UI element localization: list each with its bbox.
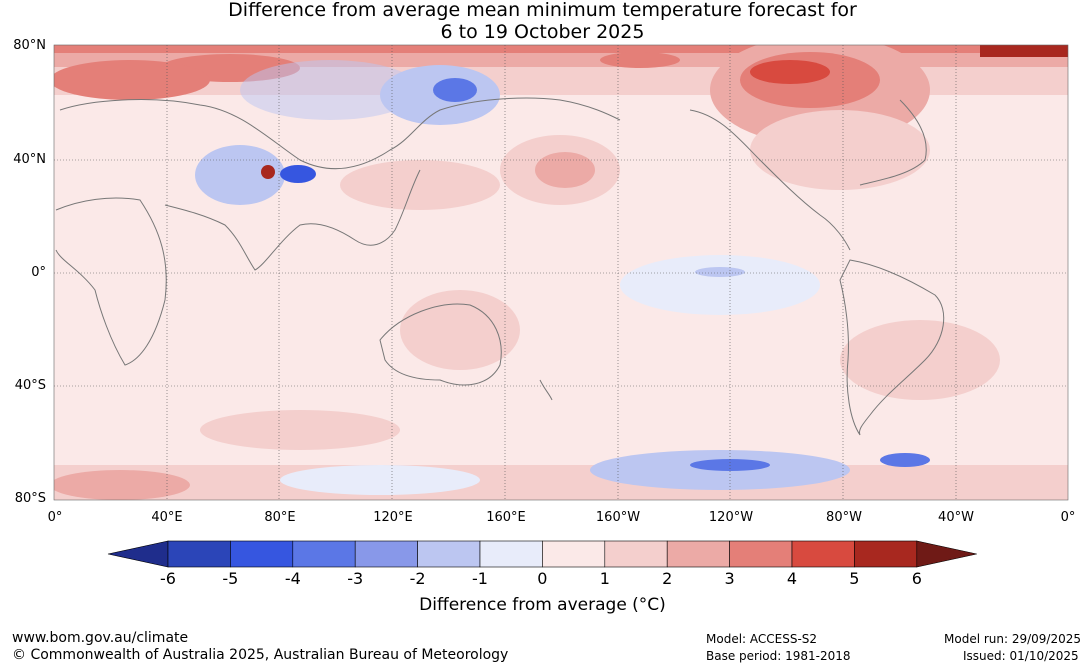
lon-label-120e: 120°E (373, 510, 413, 525)
colorbar-tick-label: -5 (222, 569, 239, 588)
colorbar-tick-label: -6 (160, 569, 176, 588)
footer-url[interactable]: www.bom.gov.au/climate (12, 630, 189, 646)
map-frame (53, 44, 1069, 501)
colorbar-tick-label: -4 (284, 569, 301, 588)
colorbar-tick-label: -1 (472, 569, 488, 588)
footer-base-period: Base period: 1981-2018 (706, 649, 851, 663)
lat-label-equator: 0° (31, 265, 46, 280)
footer-copyright: © Commonwealth of Australia 2025, Austra… (12, 647, 509, 663)
lat-label-80s: 80°S (14, 491, 46, 506)
lon-label-160w: 160°W (595, 510, 641, 525)
colorbar-tick-label: 2 (662, 569, 673, 588)
colorbar (107, 540, 977, 568)
lat-label-40s: 40°S (14, 378, 46, 393)
colorbar-bin (354, 540, 418, 568)
colorbar-bin (292, 540, 356, 568)
colorbar-tick-label: 1 (599, 569, 610, 588)
colorbar-bin (666, 540, 730, 568)
lat-label-40n: 40°N (13, 152, 46, 167)
colorbar-bin (791, 540, 855, 568)
colorbar-bin (479, 540, 543, 568)
colorbar-bin (230, 540, 294, 568)
map-title-line-2: 6 to 19 October 2025 (440, 21, 645, 43)
colorbar-extend-high (916, 540, 977, 568)
colorbar-tick-label: -2 (409, 569, 426, 588)
colorbar-extend-low (107, 540, 169, 568)
anomaly-fields (54, 45, 1068, 500)
colorbar-tick-label: 5 (849, 569, 860, 588)
lat-label-80n: 80°N (13, 38, 46, 53)
colorbar-tick-label: 6 (911, 569, 922, 588)
colorbar-bin (854, 540, 918, 568)
colorbar-tick-label: -3 (347, 569, 364, 588)
lon-label-0: 0° (47, 510, 63, 525)
colorbar-bin (542, 540, 606, 568)
colorbar-tick-label: 0 (537, 569, 548, 588)
map-plot-area (54, 45, 1068, 500)
colorbar-tick-label: 3 (724, 569, 735, 588)
footer-model-run: Model run: 29/09/2025 (944, 632, 1082, 646)
colorbar-tick-label: 4 (786, 569, 798, 588)
lon-label-40w: 40°W (938, 510, 974, 525)
gridlines (54, 45, 1068, 500)
footer-issued: Issued: 01/10/2025 (963, 649, 1079, 663)
map-title-line-1: Difference from average mean minimum tem… (228, 0, 857, 21)
lon-label-40e: 40°E (151, 510, 183, 525)
lon-label-80w: 80°W (826, 510, 862, 525)
colorbar-bin (729, 540, 793, 568)
lon-label-80e: 80°E (264, 510, 296, 525)
lon-label-160e: 160°E (486, 510, 526, 525)
colorbar-bin (604, 540, 668, 568)
colorbar-bin (167, 540, 231, 568)
lon-label-0-east: 0° (1060, 510, 1076, 525)
colorbar-bin (417, 540, 481, 568)
lon-label-120w: 120°W (708, 510, 754, 525)
footer-model: Model: ACCESS-S2 (706, 632, 818, 646)
colorbar-label: Difference from average (°C) (419, 595, 666, 615)
